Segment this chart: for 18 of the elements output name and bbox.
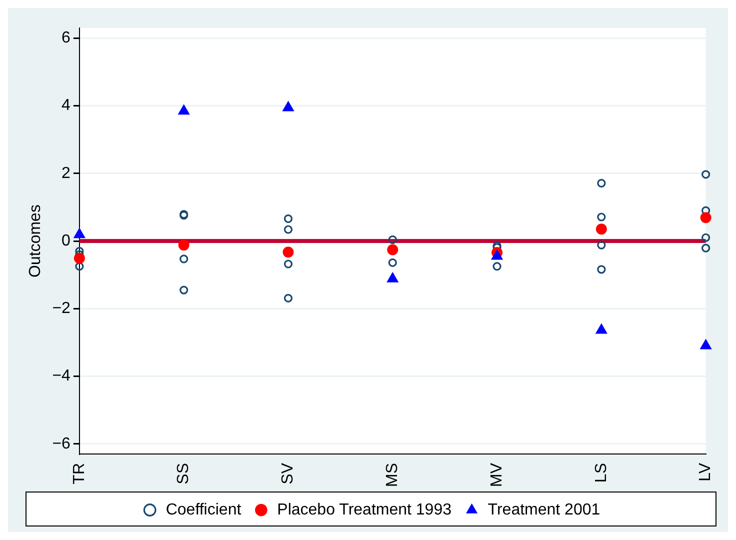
y-tick-label: 4 [62,97,71,114]
y-tick-label: −2 [52,300,71,318]
y-tick-label: 0 [62,232,71,250]
legend-label: Placebo Treatment 1993 [277,501,452,518]
x-tick-label: TR [70,463,88,484]
x-tick-label: MV [488,462,506,487]
y-tick-label: 2 [62,164,71,182]
legend-label: Coefficient [166,501,242,518]
y-tick-label: 6 [62,30,71,47]
x-tick-label: SV [280,462,297,484]
x-tick-label: SS [175,463,192,484]
y-tick-label: −4 [52,368,71,385]
y-axis-title: Outcomes [27,204,44,278]
y-tick-label: −6 [52,435,71,452]
x-tick-label: LS [592,463,610,483]
legend-label: Treatment 2001 [488,501,600,518]
x-tick-label: MS [384,463,402,487]
x-tick-label: LV [697,462,714,482]
